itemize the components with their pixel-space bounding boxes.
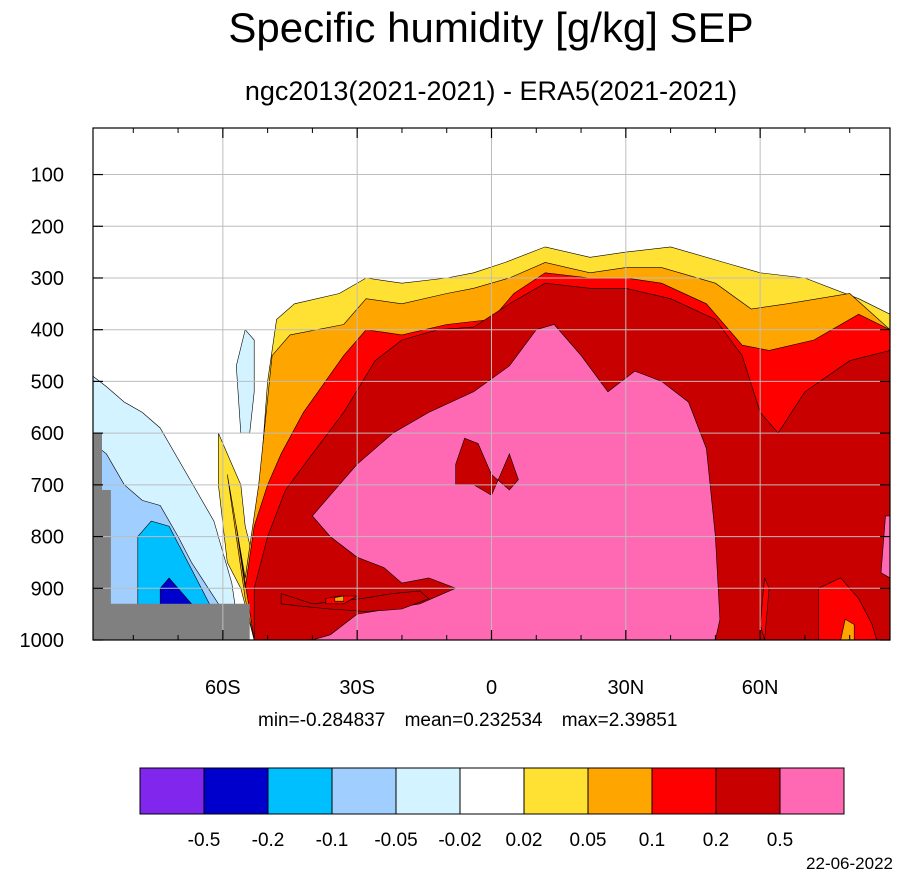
contour-layer <box>93 246 890 640</box>
colorbar-label-3: -0.05 <box>374 830 417 851</box>
colorbar-label-2: -0.1 <box>316 830 349 851</box>
y-tick-label-7: 800 <box>31 527 64 549</box>
missing-data-region <box>93 433 250 640</box>
colorbar-swatch-1 <box>203 767 269 815</box>
stat-mean: mean=0.232534 <box>404 710 543 731</box>
stat-min: min=-0.284837 <box>258 710 386 731</box>
colorbar-label-1: -0.2 <box>252 830 285 851</box>
x-tick-label-1: 30S <box>339 677 375 699</box>
y-tick-label-1: 200 <box>31 216 64 238</box>
stat-max: max=2.39851 <box>561 710 678 731</box>
colorbar-swatch-10 <box>779 767 845 815</box>
y-tick-label-9: 1000 <box>20 630 65 652</box>
colorbar-label-5: 0.02 <box>506 830 543 851</box>
colorbar-label-9: 0.5 <box>767 830 793 851</box>
chart-title: Specific humidity [g/kg] SEP <box>228 4 754 51</box>
y-tick-label-4: 500 <box>31 371 64 393</box>
y-tick-label-3: 400 <box>31 320 64 342</box>
colorbar-swatch-0 <box>139 767 205 815</box>
colorbar-swatch-7 <box>587 767 653 815</box>
contour-region-17 <box>840 618 855 640</box>
colorbar-label-7: 0.1 <box>639 830 665 851</box>
stats-line: min=-0.284837 mean=0.232534 max=2.39851 <box>258 710 691 732</box>
colorbar-label-6: 0.05 <box>570 830 607 851</box>
colorbar-swatch-5 <box>459 767 525 815</box>
colorbar-swatch-8 <box>651 767 717 815</box>
y-tick-label-2: 300 <box>31 268 64 290</box>
x-tick-label-2: 0 <box>486 677 497 699</box>
colorbar-swatch-9 <box>715 767 781 815</box>
y-tick-label-8: 900 <box>31 578 64 600</box>
colorbar-label-0: -0.5 <box>188 830 221 851</box>
colorbar-swatch-3 <box>331 767 397 815</box>
chart-subtitle: ngc2013(2021-2021) - ERA5(2021-2021) <box>244 76 738 106</box>
colorbar: -0.5 -0.2 -0.1 -0.05 -0.02 0.02 0.05 0.1 0.2 0.5 <box>139 767 845 851</box>
y-tick-label-6: 700 <box>31 475 64 497</box>
plot-frame <box>92 127 891 641</box>
x-tick-label-3: 30N <box>607 677 644 699</box>
colorbar-label-8: 0.2 <box>703 830 729 851</box>
contour-region-8 <box>334 595 345 602</box>
grid-lines <box>93 128 890 641</box>
axis-ticks: 60S 30S 0 30N 60N 100 200 300 400 500 600 700 800 900… <box>20 128 890 699</box>
y-tick-label-5: 600 <box>31 423 64 445</box>
date-stamp: 22-06-2022 <box>806 854 893 873</box>
contour-region-14 <box>880 515 890 579</box>
colorbar-swatch-6 <box>523 767 589 815</box>
x-tick-label-4: 60N <box>742 677 779 699</box>
colorbar-swatch-2 <box>267 767 333 815</box>
colorbar-swatch-4 <box>395 767 461 815</box>
colorbar-label-4: -0.02 <box>438 830 481 851</box>
x-tick-label-0: 60S <box>205 677 241 699</box>
y-tick-label-0: 100 <box>31 165 64 187</box>
